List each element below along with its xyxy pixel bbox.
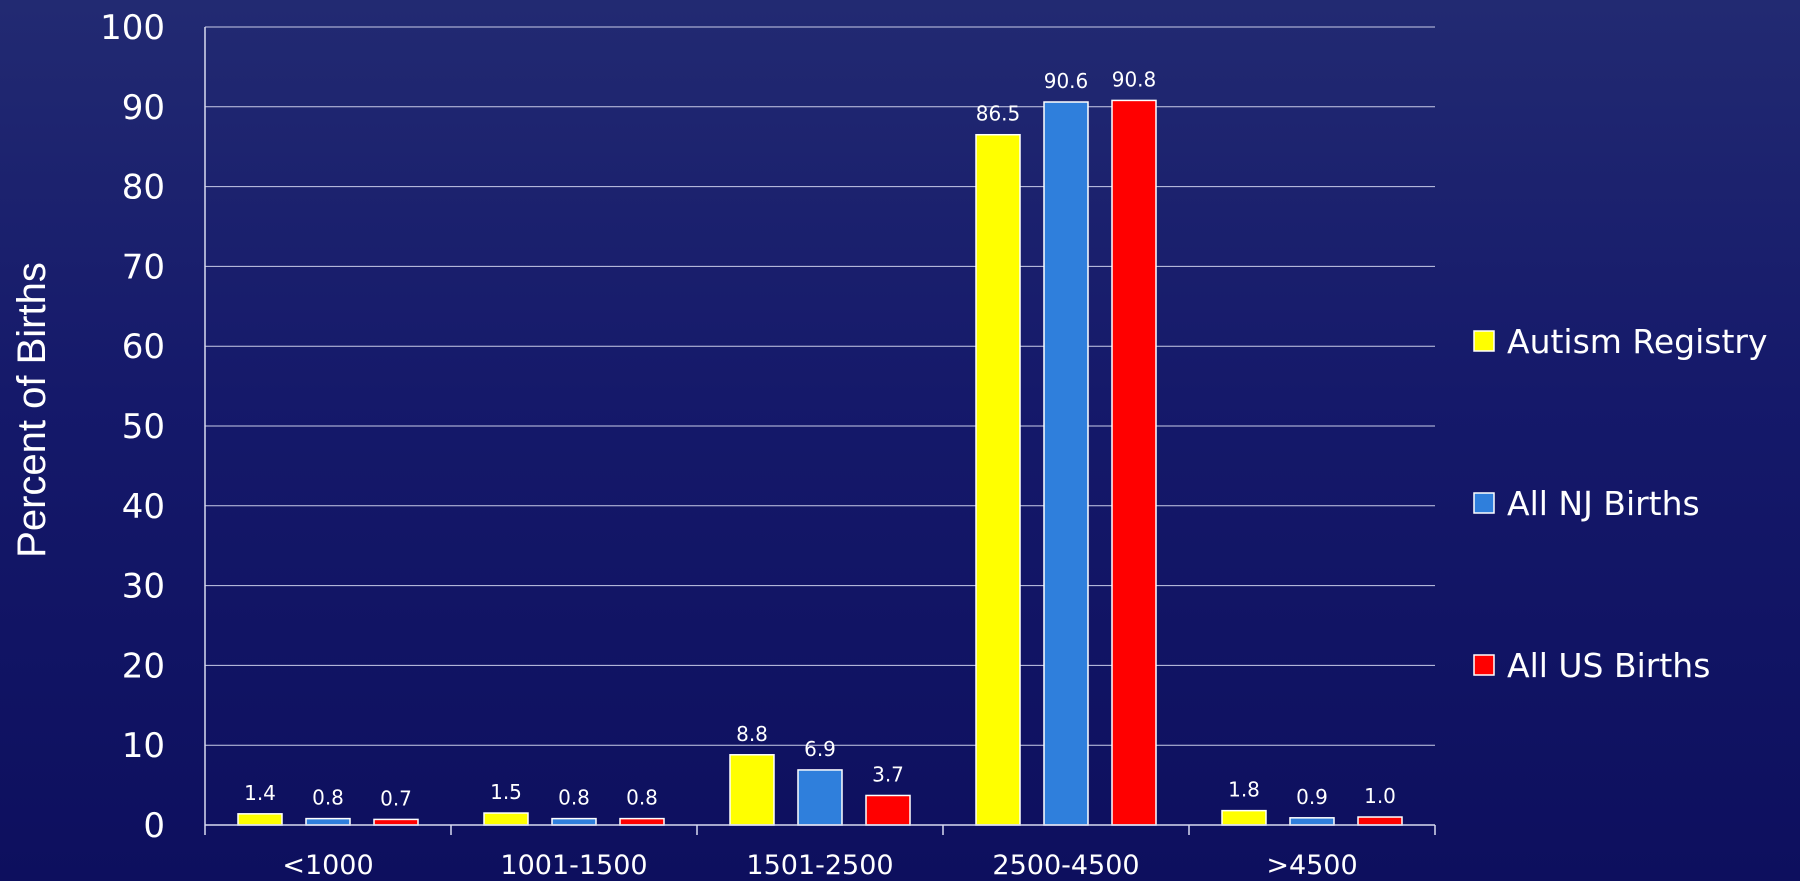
- x-tick-label: 1001-1500: [500, 850, 647, 881]
- bars: [237, 99, 1403, 826]
- y-tick-label: 10: [122, 726, 165, 766]
- legend-label: All US Births: [1507, 646, 1710, 685]
- bar: [797, 769, 843, 826]
- bar: [1111, 99, 1157, 826]
- y-tick-label: 90: [122, 88, 165, 128]
- data-label: 8.8: [736, 722, 768, 746]
- x-tick-label: 1501-2500: [746, 850, 893, 881]
- y-tick-label: 70: [122, 247, 165, 287]
- y-tick-label: 40: [122, 487, 165, 527]
- data-label: 6.9: [804, 737, 836, 761]
- data-label: 1.8: [1228, 778, 1260, 802]
- bar: [975, 133, 1021, 826]
- x-tick-label: <1000: [282, 850, 373, 881]
- data-label: 1.0: [1364, 784, 1396, 808]
- bar: [237, 813, 283, 826]
- y-tick-label: 50: [122, 407, 165, 447]
- bar: [483, 812, 529, 826]
- bar: [1289, 817, 1335, 826]
- y-tick-label: 100: [100, 8, 165, 48]
- data-label: 0.8: [312, 786, 344, 810]
- y-axis-ticks: 0 10 20 30 40 50 60 70 80 90 100: [100, 8, 165, 846]
- data-label: 0.8: [626, 786, 658, 810]
- data-label: 1.5: [490, 780, 522, 804]
- x-tick-label: 2500-4500: [992, 850, 1139, 881]
- legend-swatch: [1473, 330, 1495, 352]
- data-label: 90.6: [1044, 69, 1089, 93]
- x-axis: [204, 27, 1436, 835]
- y-axis-label: Percent of Births: [10, 262, 54, 558]
- legend-label: All NJ Births: [1507, 484, 1700, 523]
- y-tick-label: 60: [122, 327, 165, 367]
- y-tick-label: 80: [122, 168, 165, 208]
- x-tick-label: >4500: [1266, 850, 1357, 881]
- x-axis-categories: <1000 1001-1500 1501-2500 2500-4500 >4500: [282, 850, 1357, 881]
- legend-label: Autism Registry: [1507, 322, 1768, 361]
- legend-swatch: [1473, 492, 1495, 514]
- bar: [551, 817, 597, 826]
- bar: [1357, 816, 1403, 826]
- data-labels: 1.4 1.5 8.8 86.5 1.8 0.8 0.8 6.9 90.6 0.9 0.7 0.8 3.…: [244, 67, 1396, 810]
- legend: Autism Registry All NJ Births All US Birth…: [1473, 322, 1768, 685]
- data-label: 0.8: [558, 786, 590, 810]
- bar: [373, 818, 419, 826]
- bar: [305, 817, 351, 826]
- bar: [729, 754, 775, 826]
- data-label: 1.4: [244, 781, 276, 805]
- y-tick-label: 20: [122, 646, 165, 686]
- bar: [1221, 809, 1267, 826]
- y-tick-label: 30: [122, 567, 165, 607]
- bar: [1043, 101, 1089, 826]
- data-label: 3.7: [872, 762, 904, 786]
- bar: [619, 817, 665, 826]
- data-label: 0.7: [380, 786, 412, 810]
- y-tick-label: 0: [143, 806, 165, 846]
- data-label: 86.5: [976, 102, 1021, 126]
- data-label: 90.8: [1112, 67, 1157, 91]
- gridlines: [205, 26, 1435, 746]
- data-label: 0.9: [1296, 785, 1328, 809]
- legend-swatch: [1473, 654, 1495, 676]
- bar: [865, 794, 911, 826]
